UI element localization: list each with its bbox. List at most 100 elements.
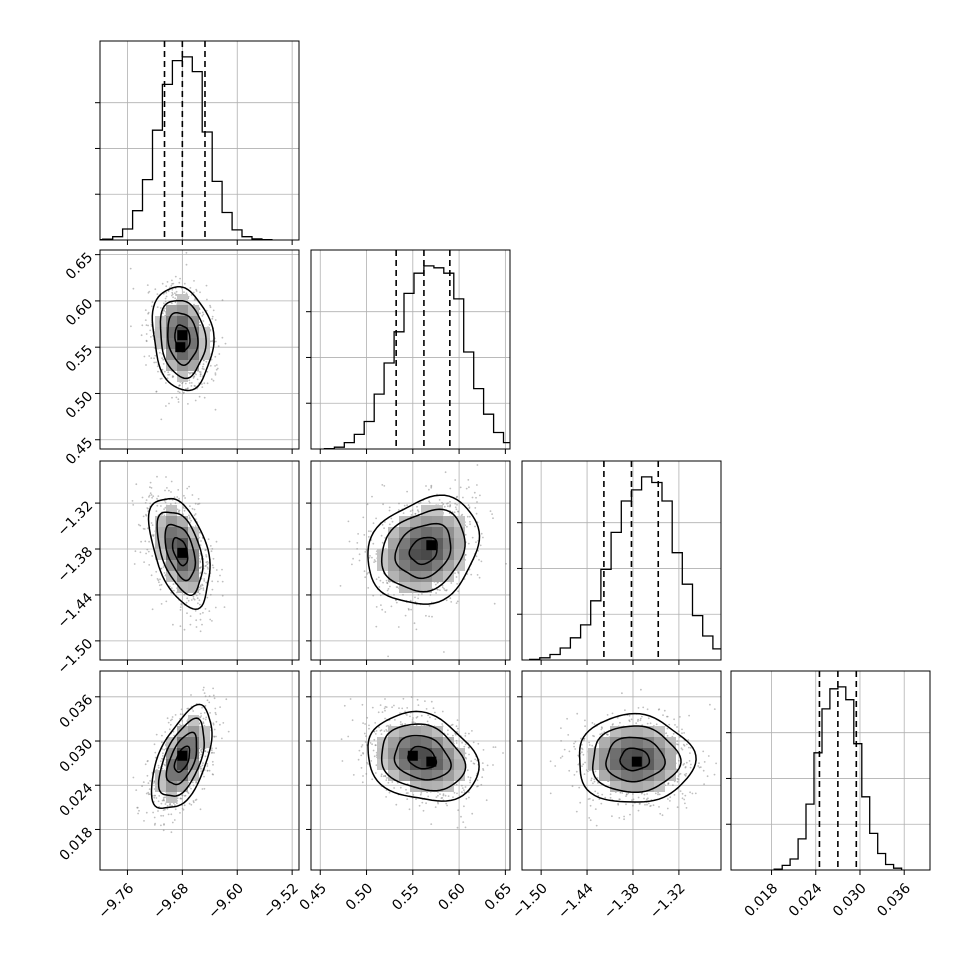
scatter-point <box>137 812 140 815</box>
scatter-point <box>181 720 184 722</box>
scatter-point <box>148 355 151 357</box>
scatter-point <box>154 751 157 754</box>
scatter-point <box>133 563 136 565</box>
scatter-point <box>379 704 382 706</box>
density-cell <box>432 549 443 560</box>
density-peak <box>407 750 418 761</box>
density-cell <box>166 505 177 516</box>
scatter-point <box>450 601 453 603</box>
scatter-point <box>171 821 174 824</box>
scatter-point <box>210 378 213 381</box>
scatter-point <box>199 375 202 377</box>
scatter-point <box>174 287 177 290</box>
scatter-point <box>393 594 395 596</box>
scatter-point <box>368 556 371 559</box>
density-cell <box>432 527 443 538</box>
density-cell <box>177 516 188 527</box>
scatter-point <box>464 756 467 759</box>
scatter-point <box>153 796 156 799</box>
scatter-point <box>209 364 212 367</box>
scatter-point <box>219 723 221 726</box>
scatter-point <box>479 544 482 547</box>
scatter-point <box>466 769 469 772</box>
scatter-point <box>174 297 177 300</box>
scatter-point <box>155 361 157 364</box>
scatter-point <box>469 776 472 779</box>
scatter-point <box>173 496 176 499</box>
scatter-point <box>601 793 604 796</box>
scatter-point <box>387 781 390 784</box>
scatter-point <box>206 560 209 563</box>
scatter-point <box>206 563 209 565</box>
scatter-point <box>164 506 167 509</box>
scatter-point <box>192 377 195 379</box>
scatter-point <box>201 367 204 370</box>
scatter-point <box>207 538 210 541</box>
scatter-point <box>394 719 396 721</box>
scatter-point <box>178 281 181 284</box>
scatter-point <box>209 304 211 307</box>
scatter-point <box>384 611 387 613</box>
scatter-point <box>171 283 174 285</box>
scatter-point <box>398 707 400 709</box>
scatter-point <box>211 751 214 754</box>
scatter-point <box>199 630 202 633</box>
scatter-point <box>384 521 386 523</box>
contour-line <box>380 723 467 792</box>
scatter-point <box>145 364 147 366</box>
scatter-point <box>218 353 221 355</box>
scatter-point <box>155 510 158 513</box>
scatter-point <box>652 804 655 807</box>
density-cell <box>432 571 443 582</box>
scatter-point <box>171 302 173 305</box>
scatter-point <box>375 517 377 520</box>
scatter-point <box>169 723 172 726</box>
scatter-point <box>153 782 155 784</box>
scatter-point <box>412 717 414 719</box>
panel-2-1 <box>311 461 510 660</box>
scatter-point <box>145 340 148 343</box>
scatter-point <box>146 284 149 286</box>
density-cell <box>443 748 454 759</box>
scatter-point <box>166 377 169 380</box>
scatter-point <box>211 317 214 320</box>
scatter-point <box>211 747 213 750</box>
scatter-point <box>475 555 478 558</box>
scatter-point <box>420 714 423 717</box>
scatter-point <box>465 797 468 800</box>
density-cell <box>399 538 410 549</box>
density-cell <box>410 549 421 560</box>
scatter-point <box>186 387 189 390</box>
scatter-point <box>147 311 150 314</box>
scatter-point <box>209 618 212 621</box>
scatter-point <box>461 791 463 794</box>
scatter-point <box>156 306 159 308</box>
density-cell <box>177 726 188 737</box>
scatter-point <box>579 801 582 804</box>
scatter-point <box>214 606 217 609</box>
scatter-point <box>455 576 458 578</box>
scatter-point <box>190 294 193 296</box>
scatter-point <box>471 812 474 815</box>
scatter-point <box>382 775 385 778</box>
scatter-point <box>164 307 166 310</box>
scatter-point <box>212 723 215 726</box>
scatter-point <box>206 765 209 767</box>
scatter-point <box>446 804 448 807</box>
scatter-point <box>164 574 167 577</box>
scatter-point <box>443 651 445 653</box>
scatter-point <box>453 791 456 794</box>
scatter-point <box>364 576 367 579</box>
contour-line <box>171 536 189 567</box>
scatter-point <box>219 706 222 708</box>
scatter-point <box>463 789 465 791</box>
scatter-point <box>439 793 441 795</box>
scatter-point <box>186 597 189 600</box>
scatter-point <box>221 336 224 339</box>
scatter-point <box>206 751 209 753</box>
density-peak <box>426 756 437 767</box>
scatter-point <box>199 585 202 588</box>
scatter-point <box>364 551 367 553</box>
scatter-point <box>215 364 218 366</box>
scatter-point <box>221 737 223 740</box>
